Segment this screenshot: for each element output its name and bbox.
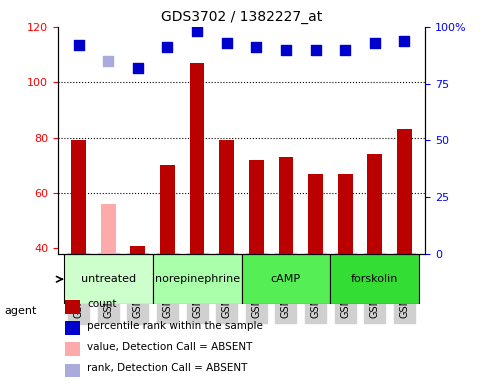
FancyBboxPatch shape [242,254,330,305]
FancyBboxPatch shape [153,254,242,305]
Bar [190,63,204,254]
Bar [160,166,175,254]
Bar [71,141,86,254]
Point [193,28,201,35]
Bar [101,204,116,254]
Point [253,44,260,50]
Bar [130,246,145,254]
Bar [338,174,353,254]
Bar [65,342,80,356]
Point [164,44,171,50]
Bar [308,174,323,254]
Text: value, Detection Call = ABSENT: value, Detection Call = ABSENT [87,342,253,352]
Bar [397,129,412,254]
Text: norepinephrine: norepinephrine [155,274,240,284]
Point [312,46,319,53]
Point [104,58,112,64]
Text: rank, Detection Call = ABSENT: rank, Detection Call = ABSENT [87,363,248,373]
Text: cAMP: cAMP [271,274,301,284]
Bar [65,364,80,377]
Text: percentile rank within the sample: percentile rank within the sample [87,321,263,331]
Point [134,65,142,71]
Text: count: count [87,300,117,310]
Bar [367,154,382,254]
Title: GDS3702 / 1382227_at: GDS3702 / 1382227_at [161,10,322,25]
Bar [65,300,80,314]
Bar [219,141,234,254]
Point [75,42,83,48]
Text: forskolin: forskolin [351,274,398,284]
Point [371,40,379,46]
FancyBboxPatch shape [64,254,153,305]
Bar [249,160,264,254]
Point [282,46,290,53]
Bar [65,321,80,335]
Point [341,46,349,53]
Text: untreated: untreated [81,274,136,284]
Point [223,40,230,46]
Point [400,37,408,43]
FancyBboxPatch shape [330,254,419,305]
Text: agent: agent [5,306,37,316]
Bar [279,157,293,254]
